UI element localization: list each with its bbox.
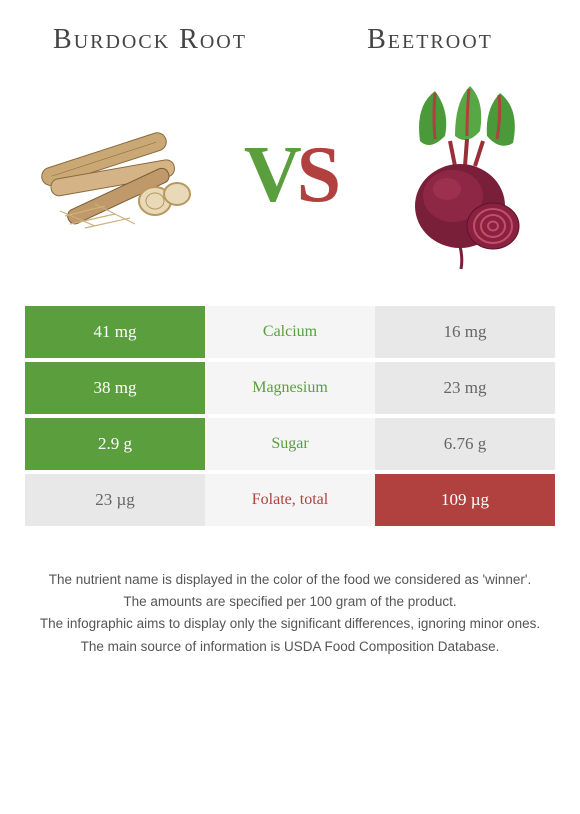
footer-notes: The nutrient name is displayed in the co…: [0, 530, 580, 657]
header: Burdock Root Beetroot: [0, 0, 580, 66]
footer-line-2: The amounts are specified per 100 gram o…: [30, 592, 550, 612]
left-value: 41 mg: [25, 306, 205, 358]
footer-line-3: The infographic aims to display only the…: [30, 614, 550, 634]
vs-s: S: [297, 131, 337, 219]
beetroot-image: [370, 86, 550, 266]
nutrient-name: Folate, total: [205, 474, 375, 526]
nutrient-name: Sugar: [205, 418, 375, 470]
nutrient-table: 41 mgCalcium16 mg38 mgMagnesium23 mg2.9 …: [0, 306, 580, 526]
footer-line-4: The main source of information is USDA F…: [30, 637, 550, 657]
burdock-root-image: [30, 86, 210, 266]
right-value: 109 µg: [375, 474, 555, 526]
nutrient-row: 23 µgFolate, total109 µg: [25, 474, 555, 526]
nutrient-name: Magnesium: [205, 362, 375, 414]
nutrient-row: 41 mgCalcium16 mg: [25, 306, 555, 358]
vs-v: V: [244, 131, 297, 219]
left-value: 38 mg: [25, 362, 205, 414]
nutrient-name: Calcium: [205, 306, 375, 358]
left-value: 23 µg: [25, 474, 205, 526]
right-food-title: Beetroot: [330, 25, 530, 56]
right-value: 6.76 g: [375, 418, 555, 470]
right-value: 23 mg: [375, 362, 555, 414]
nutrient-row: 2.9 gSugar6.76 g: [25, 418, 555, 470]
hero-row: VS: [0, 66, 580, 306]
left-value: 2.9 g: [25, 418, 205, 470]
footer-line-1: The nutrient name is displayed in the co…: [30, 570, 550, 590]
nutrient-row: 38 mgMagnesium23 mg: [25, 362, 555, 414]
left-food-title: Burdock Root: [50, 25, 250, 56]
right-value: 16 mg: [375, 306, 555, 358]
vs-label: VS: [244, 130, 336, 221]
